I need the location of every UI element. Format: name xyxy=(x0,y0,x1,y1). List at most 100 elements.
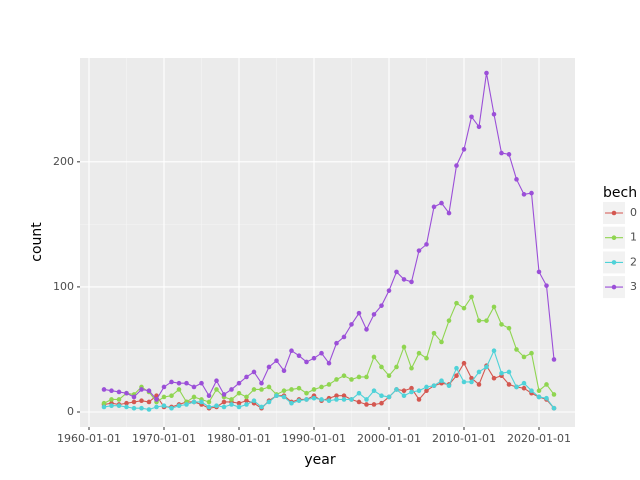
point xyxy=(274,393,279,399)
x-tick-label: 1970-01-01 xyxy=(132,432,196,445)
point xyxy=(221,399,227,405)
point xyxy=(139,398,144,404)
y-tick-label: 200 xyxy=(53,155,74,168)
point xyxy=(536,269,542,275)
point xyxy=(416,248,422,253)
point xyxy=(161,394,167,400)
point xyxy=(176,380,182,386)
point xyxy=(131,399,137,405)
point xyxy=(334,393,339,399)
point xyxy=(491,304,497,310)
point xyxy=(371,402,377,407)
point xyxy=(446,318,452,323)
point xyxy=(356,390,362,396)
point xyxy=(221,404,227,410)
point xyxy=(259,380,264,386)
point xyxy=(116,389,122,395)
point xyxy=(109,397,114,402)
point xyxy=(544,283,549,288)
point xyxy=(244,394,249,400)
point xyxy=(386,394,392,400)
point xyxy=(424,384,429,390)
point xyxy=(446,210,452,216)
point xyxy=(161,384,167,390)
point xyxy=(416,388,422,394)
point xyxy=(304,397,309,402)
point xyxy=(364,397,369,402)
point xyxy=(409,365,414,371)
point xyxy=(124,400,129,406)
point xyxy=(484,364,489,370)
point xyxy=(319,384,324,390)
point xyxy=(356,310,362,316)
point xyxy=(424,355,429,361)
x-tick-label: 1980-01-01 xyxy=(207,432,271,445)
point xyxy=(484,70,489,76)
point xyxy=(206,399,212,405)
point xyxy=(244,374,249,380)
point xyxy=(439,378,444,384)
point xyxy=(289,400,294,406)
legend-label: 3 xyxy=(630,280,637,293)
point xyxy=(529,350,534,356)
point xyxy=(454,300,459,306)
legend-title: bech xyxy=(603,185,637,201)
point xyxy=(251,369,257,375)
legend-key-point xyxy=(611,260,617,265)
point xyxy=(266,384,272,390)
point xyxy=(454,365,459,371)
point xyxy=(551,392,557,397)
point xyxy=(521,385,527,391)
point xyxy=(401,344,407,350)
point xyxy=(334,340,339,346)
point xyxy=(506,325,512,331)
point xyxy=(229,402,234,407)
point xyxy=(274,358,279,364)
legend-label: 1 xyxy=(630,231,637,244)
point xyxy=(311,355,317,361)
point xyxy=(296,353,302,359)
point xyxy=(521,380,527,386)
point xyxy=(439,200,444,206)
point xyxy=(379,303,384,308)
point xyxy=(476,124,482,130)
point xyxy=(461,147,467,152)
point xyxy=(341,393,347,399)
point xyxy=(176,403,182,409)
point xyxy=(154,404,159,410)
x-axis-label: year xyxy=(304,452,335,468)
point xyxy=(244,398,249,404)
point xyxy=(431,330,437,336)
point xyxy=(311,395,317,401)
point xyxy=(341,334,347,340)
point xyxy=(266,364,272,370)
legend-label: 0 xyxy=(630,206,637,219)
point xyxy=(199,399,204,405)
point xyxy=(491,375,497,381)
point xyxy=(221,392,227,397)
point xyxy=(214,403,219,409)
point xyxy=(326,360,332,366)
legend-label: 2 xyxy=(630,255,637,268)
point xyxy=(506,369,512,375)
point xyxy=(476,318,482,323)
point xyxy=(281,388,287,394)
point xyxy=(424,388,429,394)
point xyxy=(214,387,219,392)
point xyxy=(499,150,504,156)
point xyxy=(364,402,369,407)
point xyxy=(341,373,347,379)
point xyxy=(416,350,422,356)
point xyxy=(124,404,129,410)
point xyxy=(409,389,414,395)
point xyxy=(499,322,504,327)
point xyxy=(431,383,437,389)
point xyxy=(311,387,317,392)
point xyxy=(536,394,542,400)
point xyxy=(146,407,152,412)
point xyxy=(521,354,527,360)
point xyxy=(461,360,467,366)
point xyxy=(191,399,197,405)
